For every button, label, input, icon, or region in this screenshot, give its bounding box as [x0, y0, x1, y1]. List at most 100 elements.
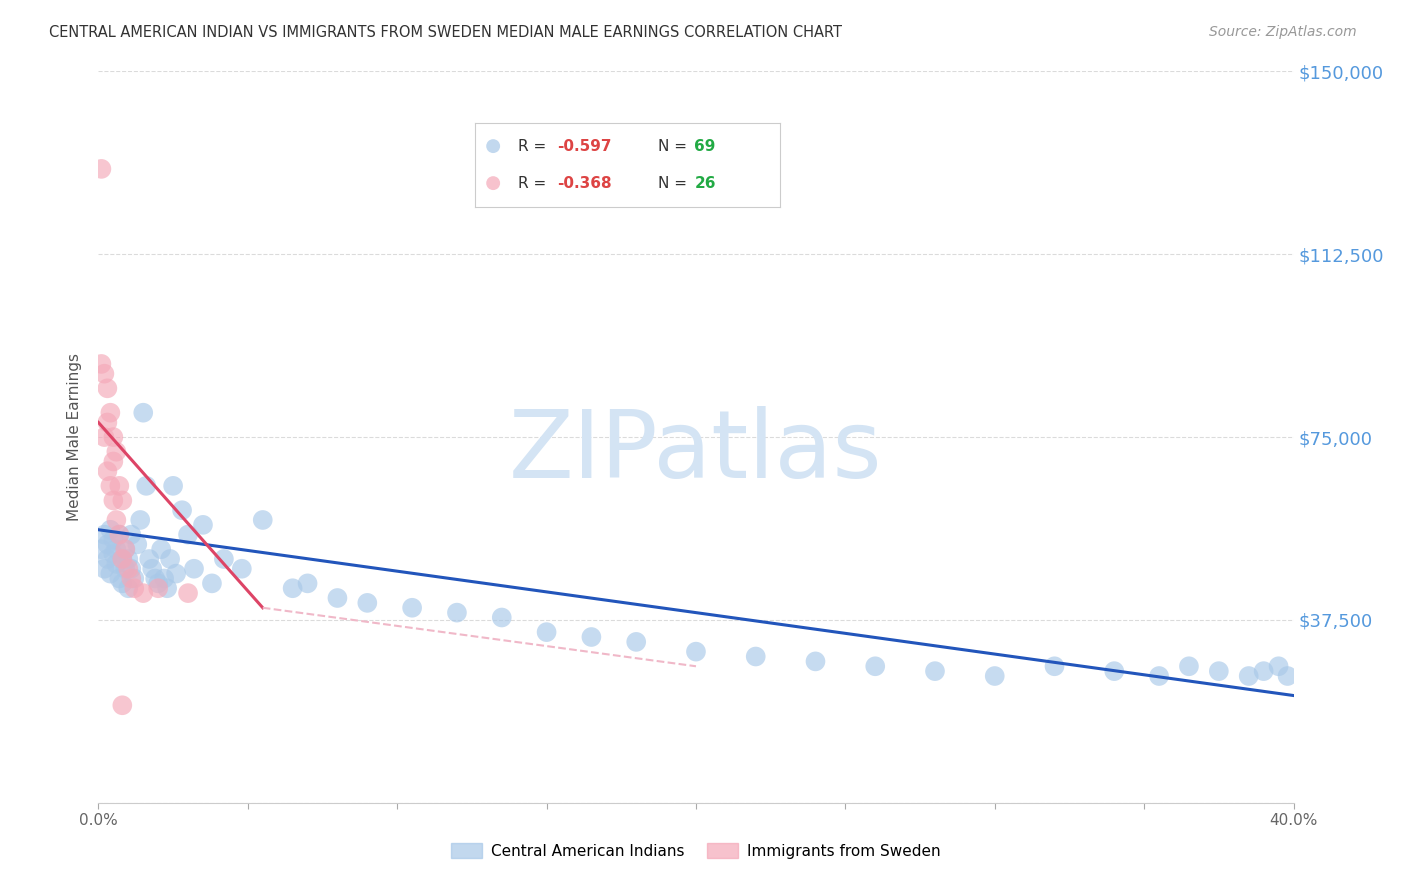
Point [1253, 664, 1275, 678]
Point [90, 357, 112, 371]
Point [105, 444, 128, 458]
Point [183, 562, 205, 576]
Point [148, 576, 170, 591]
Point [108, 527, 131, 541]
Point [120, 562, 142, 576]
Point [90, 542, 112, 557]
Point [281, 581, 304, 595]
Point [103, 533, 125, 547]
Point [162, 479, 184, 493]
Point [127, 537, 149, 551]
Point [148, 581, 170, 595]
Y-axis label: Median Male Earnings: Median Male Earnings [67, 353, 83, 521]
Point [96, 381, 118, 395]
Point [98, 566, 122, 581]
Point [93, 562, 115, 576]
Point [804, 654, 827, 668]
Point [1147, 669, 1170, 683]
Point [117, 552, 139, 566]
Point [191, 517, 214, 532]
Point [105, 557, 128, 571]
Point [143, 572, 166, 586]
Point [536, 625, 558, 640]
Point [141, 562, 163, 576]
Point [96, 464, 118, 478]
Point [156, 581, 179, 595]
Point [96, 416, 118, 430]
Point [124, 572, 146, 586]
Point [114, 542, 136, 557]
Point [135, 479, 157, 493]
Point [326, 591, 349, 605]
Point [865, 659, 887, 673]
Point [103, 493, 125, 508]
Point [117, 562, 139, 576]
Text: CENTRAL AMERICAN INDIAN VS IMMIGRANTS FROM SWEDEN MEDIAN MALE EARNINGS CORRELATI: CENTRAL AMERICAN INDIAN VS IMMIGRANTS FR… [49, 25, 842, 40]
Point [124, 581, 146, 595]
Text: Source: ZipAtlas.com: Source: ZipAtlas.com [1209, 25, 1357, 39]
Point [98, 479, 122, 493]
Point [1178, 659, 1201, 673]
Point [132, 406, 155, 420]
Point [172, 503, 194, 517]
Point [1104, 664, 1126, 678]
Point [120, 527, 142, 541]
Point [1208, 664, 1230, 678]
Point [356, 596, 378, 610]
Point [252, 513, 274, 527]
Point [105, 513, 128, 527]
Point [159, 552, 181, 566]
Point [201, 576, 224, 591]
Point [108, 479, 131, 493]
Point [105, 542, 128, 557]
Point [150, 542, 173, 557]
Point [745, 649, 768, 664]
Point [96, 552, 118, 566]
Point [103, 454, 125, 468]
Point [138, 552, 160, 566]
Point [297, 576, 319, 591]
Point [177, 527, 200, 541]
Point [93, 527, 115, 541]
Point [114, 562, 136, 576]
Point [111, 493, 134, 508]
Point [685, 645, 707, 659]
Point [111, 576, 134, 591]
Point [120, 572, 142, 586]
Point [108, 527, 131, 541]
Point [924, 664, 946, 678]
Point [93, 430, 115, 444]
Point [111, 698, 134, 713]
Point [1267, 659, 1289, 673]
Point [212, 552, 235, 566]
Text: ZIPatlas: ZIPatlas [509, 406, 883, 498]
Point [581, 630, 603, 644]
Point [231, 562, 253, 576]
Point [108, 572, 131, 586]
Point [446, 606, 468, 620]
Point [132, 586, 155, 600]
Point [103, 547, 125, 561]
Point [153, 572, 176, 586]
Point [114, 542, 136, 557]
Point [98, 406, 122, 420]
Point [1237, 669, 1260, 683]
Point [1043, 659, 1066, 673]
Point [111, 552, 134, 566]
Point [117, 581, 139, 595]
Point [103, 430, 125, 444]
Legend: Central American Indians, Immigrants from Sweden: Central American Indians, Immigrants fro… [446, 837, 946, 864]
Point [129, 513, 152, 527]
Point [491, 610, 513, 624]
Point [111, 552, 134, 566]
Point [177, 586, 200, 600]
Point [165, 566, 187, 581]
Point [626, 635, 648, 649]
Point [1277, 669, 1299, 683]
Point [401, 600, 423, 615]
Point [93, 367, 115, 381]
Point [984, 669, 1007, 683]
Point [90, 161, 112, 176]
Point [96, 537, 118, 551]
Point [98, 523, 122, 537]
